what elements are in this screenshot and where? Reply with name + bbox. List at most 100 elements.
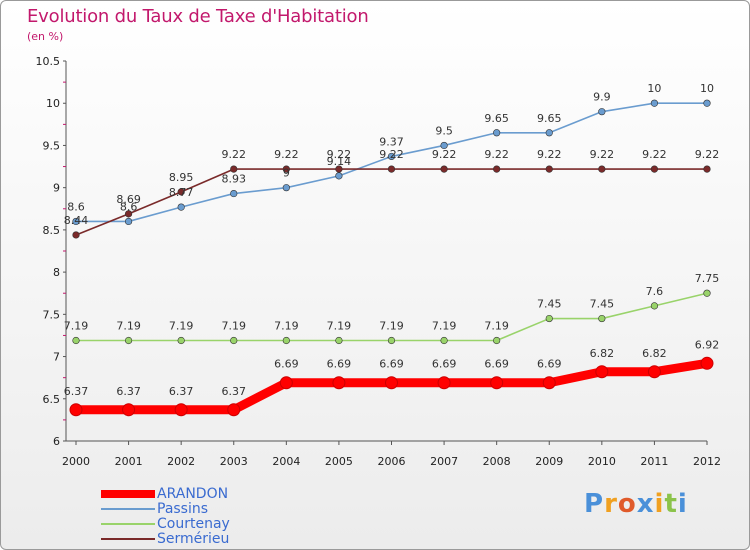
- data-point: [437, 376, 451, 390]
- data-label: 7.19: [116, 320, 141, 333]
- data-label: 7.75: [695, 272, 720, 285]
- data-point: [282, 336, 290, 345]
- data-point: [124, 210, 133, 218]
- x-tick-label: 2007: [430, 455, 458, 468]
- data-label: 6.92: [695, 338, 720, 351]
- data-label: 9.5: [435, 124, 453, 137]
- data-point: [72, 217, 80, 226]
- data-label: 7.45: [537, 298, 562, 311]
- data-label: 6.69: [379, 358, 404, 371]
- data-point: [647, 365, 661, 379]
- series-line-passins: [75, 102, 708, 223]
- legend-label: ARANDON: [157, 486, 229, 502]
- data-point: [440, 165, 448, 173]
- data-point: [177, 188, 185, 196]
- data-label: 6.69: [484, 358, 509, 371]
- data-label: 7.45: [590, 298, 615, 311]
- x-tick-label: 2001: [115, 455, 143, 468]
- data-point: [335, 165, 343, 173]
- data-label: 7.19: [64, 320, 89, 333]
- data-label: 7.19: [484, 320, 509, 333]
- data-point: [282, 165, 290, 173]
- x-tick-label: 2009: [535, 455, 563, 468]
- data-label: 6.69: [274, 358, 299, 371]
- y-tick-label: 9: [53, 182, 60, 195]
- data-point: [598, 314, 606, 323]
- data-label: 9.22: [537, 148, 562, 161]
- data-point: [230, 336, 238, 345]
- x-tick-label: 2000: [62, 455, 90, 468]
- x-tick-label: 2011: [640, 455, 668, 468]
- data-label: 6.37: [116, 385, 141, 398]
- x-tick-label: 2003: [220, 455, 248, 468]
- data-point: [72, 231, 80, 239]
- data-point: [124, 217, 133, 226]
- y-tick-label: 10: [46, 97, 60, 110]
- y-tick-label: 7.5: [43, 308, 61, 321]
- data-point: [598, 108, 606, 116]
- data-point: [177, 336, 185, 345]
- data-label: 9.9: [593, 91, 611, 104]
- y-tick-label: 8.5: [43, 224, 61, 237]
- data-label: 6.82: [642, 347, 667, 360]
- data-point: [490, 376, 504, 390]
- data-label: 9.22: [274, 148, 299, 161]
- data-point: [335, 172, 343, 180]
- x-tick-label: 2004: [272, 455, 300, 468]
- data-label: 6.69: [432, 358, 457, 371]
- data-label: 9.65: [484, 112, 509, 125]
- data-label: 8.44: [64, 214, 89, 227]
- legend-label: Sermérieu: [157, 531, 230, 547]
- data-point: [598, 165, 606, 173]
- proxiti-logo: Proxiti: [584, 489, 688, 519]
- legend-swatch: [101, 538, 155, 540]
- data-point: [387, 152, 396, 161]
- data-label: 7.19: [222, 320, 247, 333]
- data-point: [493, 336, 501, 345]
- data-point: [703, 99, 711, 107]
- x-tick-label: 2008: [483, 455, 511, 468]
- data-point: [595, 365, 609, 379]
- data-point: [387, 165, 396, 173]
- y-tick-label: 10.5: [36, 55, 61, 68]
- data-label: 6.69: [537, 358, 562, 371]
- data-point: [230, 165, 238, 173]
- data-point: [227, 403, 241, 417]
- data-point: [122, 403, 136, 417]
- data-label: 8.6: [67, 200, 85, 213]
- data-point: [387, 336, 396, 345]
- data-label: 7.19: [169, 320, 194, 333]
- x-tick-label: 2010: [588, 455, 616, 468]
- data-label: 9.22: [695, 148, 720, 161]
- data-label: 7.19: [274, 320, 299, 333]
- data-label: 9.22: [432, 148, 457, 161]
- data-point: [124, 336, 133, 345]
- data-point: [279, 376, 293, 390]
- data-label: 9.22: [379, 148, 404, 161]
- data-point: [700, 356, 714, 370]
- chart-subtitle: (en %): [27, 30, 64, 43]
- x-tick-label: 2006: [378, 455, 406, 468]
- data-label: 9.22: [642, 148, 667, 161]
- data-point: [493, 165, 501, 173]
- data-point: [542, 376, 556, 390]
- data-label: 10: [647, 82, 661, 95]
- legend-swatch: [101, 490, 155, 498]
- data-point: [385, 376, 398, 390]
- data-point: [545, 314, 553, 323]
- data-point: [282, 184, 290, 192]
- data-label: 9.14: [327, 155, 352, 168]
- data-point: [545, 165, 553, 173]
- legend-label: Passins: [157, 501, 209, 517]
- y-tick-label: 9.5: [43, 139, 61, 152]
- data-point: [650, 302, 659, 310]
- y-tick-label: 6: [53, 435, 60, 448]
- data-point: [335, 336, 343, 345]
- data-label: 6.37: [169, 385, 194, 398]
- data-point: [440, 336, 448, 345]
- y-tick-label: 7: [53, 351, 60, 364]
- x-tick-label: 2012: [693, 455, 721, 468]
- x-tick-label: 2002: [167, 455, 195, 468]
- data-label: 10: [700, 82, 714, 95]
